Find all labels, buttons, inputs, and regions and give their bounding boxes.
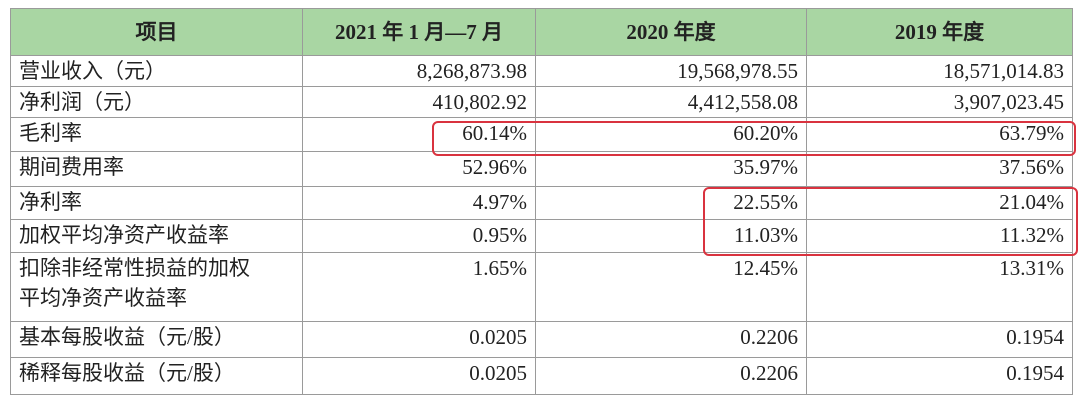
- header-cell: 2021 年 1 月—7 月: [302, 8, 536, 56]
- table-row: 稀释每股收益（元/股） 0.0205 0.2206 0.1954: [10, 357, 1073, 395]
- financial-table: 项目 2021 年 1 月—7 月 2020 年度 2019 年度 营业收入（元） 8,…: [10, 8, 1073, 395]
- value-cell: 410,802.92: [302, 86, 536, 118]
- table-row: 净利润（元） 410,802.92 4,412,558.08 3,907,023.45: [10, 86, 1073, 118]
- table-row: 期间费用率 52.96% 35.97% 37.56%: [10, 151, 1073, 187]
- value-cell: 37.56%: [806, 151, 1073, 187]
- row-label-text: 稀释每股收益（元/股）: [19, 361, 235, 385]
- row-label-text: 毛利率: [19, 121, 82, 145]
- header-cell: 2020 年度: [535, 8, 807, 56]
- table-row: 扣除非经常性损益的加权平均净资产收益率 1.65% 12.45% 13.31%: [10, 252, 1073, 322]
- row-label: 净利润（元）: [10, 86, 303, 118]
- value-cell: 4,412,558.08: [535, 86, 807, 118]
- value-cell: 1.65%: [302, 252, 536, 322]
- value-cell: 0.2206: [535, 321, 807, 358]
- table-row: 加权平均净资产收益率 0.95% 11.03% 11.32%: [10, 219, 1073, 253]
- row-label-text: 基本每股收益（元/股）: [19, 325, 235, 349]
- header-row: 项目 2021 年 1 月—7 月 2020 年度 2019 年度: [10, 8, 1073, 56]
- row-label-text: 净利率: [19, 190, 82, 214]
- value-cell: 0.95%: [302, 219, 536, 253]
- value-cell: 0.1954: [806, 321, 1073, 358]
- value-cell: 18,571,014.83: [806, 55, 1073, 87]
- row-label-text: 营业收入（元）: [19, 59, 166, 83]
- value-cell: 11.03%: [535, 219, 807, 253]
- table-row: 基本每股收益（元/股） 0.0205 0.2206 0.1954: [10, 321, 1073, 358]
- row-label-text: 净利润（元）: [19, 90, 145, 114]
- highlight-box: [432, 121, 1076, 156]
- row-label-text: 加权平均净资产收益率: [19, 223, 229, 247]
- value-cell: 52.96%: [302, 151, 536, 187]
- row-label: 净利率: [10, 186, 303, 220]
- value-cell: 8,268,873.98: [302, 55, 536, 87]
- row-label: 营业收入（元）: [10, 55, 303, 87]
- row-label-text: 扣除非经常性损益的加权平均净资产收益率: [19, 256, 250, 310]
- row-label: 基本每股收益（元/股）: [10, 321, 303, 358]
- value-cell: 13.31%: [806, 252, 1073, 322]
- table-row: 净利率 4.97% 22.55% 21.04%: [10, 186, 1073, 220]
- row-label: 稀释每股收益（元/股）: [10, 357, 303, 395]
- value-cell: 21.04%: [806, 186, 1073, 220]
- row-label: 毛利率: [10, 117, 303, 152]
- row-label: 期间费用率: [10, 151, 303, 187]
- header-cell: 2019 年度: [806, 8, 1073, 56]
- value-cell: 35.97%: [535, 151, 807, 187]
- value-cell: 12.45%: [535, 252, 807, 322]
- value-cell: 4.97%: [302, 186, 536, 220]
- value-cell: 0.0205: [302, 357, 536, 395]
- value-cell: 0.0205: [302, 321, 536, 358]
- row-label-text: 期间费用率: [19, 155, 124, 179]
- value-cell: 0.1954: [806, 357, 1073, 395]
- highlight-box: [703, 187, 1078, 256]
- value-cell: 11.32%: [806, 219, 1073, 253]
- header-cell: 项目: [10, 8, 303, 56]
- value-cell: 0.2206: [535, 357, 807, 395]
- row-label: 扣除非经常性损益的加权平均净资产收益率: [10, 252, 303, 322]
- table-row: 营业收入（元） 8,268,873.98 19,568,978.55 18,571,0…: [10, 55, 1073, 87]
- value-cell: 19,568,978.55: [535, 55, 807, 87]
- value-cell: 3,907,023.45: [806, 86, 1073, 118]
- row-label: 加权平均净资产收益率: [10, 219, 303, 253]
